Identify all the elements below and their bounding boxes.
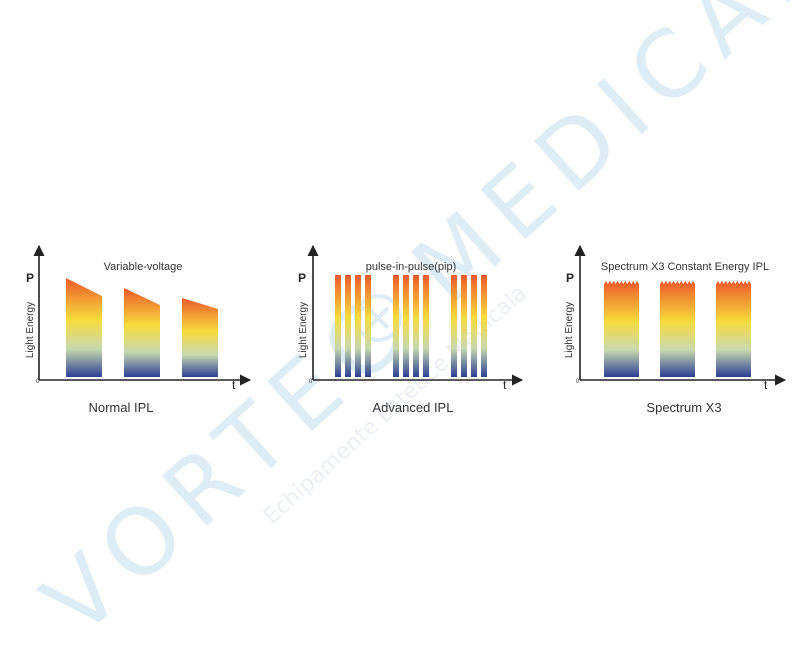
sub-pulse: [335, 275, 341, 377]
y-axis-symbol: P: [26, 271, 34, 285]
sub-pulse: [481, 275, 487, 377]
energy-pulses: [604, 281, 751, 377]
sub-pulse: [461, 275, 467, 377]
x-axis-symbol: t: [503, 378, 507, 392]
sub-pulse: [345, 275, 351, 377]
decaying-pulse: [124, 288, 160, 377]
sub-pulse: [471, 275, 477, 377]
panel-spectrum-x3: P Light Energy 0 t Spectrum X3 Constant …: [564, 244, 787, 415]
constant-pulse: [716, 281, 751, 377]
y-axis-symbol: P: [298, 271, 306, 285]
sub-pulse: [365, 275, 371, 377]
energy-pulses: [335, 275, 487, 377]
chart-caption: Spectrum X3: [646, 400, 721, 415]
sub-pulse: [355, 275, 361, 377]
constant-pulse: [604, 281, 639, 377]
x-axis-symbol: t: [764, 378, 768, 392]
chart-title: Variable-voltage: [104, 261, 183, 273]
sub-pulse: [423, 275, 429, 377]
constant-pulse: [660, 281, 695, 377]
sub-pulse: [393, 275, 399, 377]
sub-pulse: [403, 275, 409, 377]
y-axis-label: Light Energy: [298, 302, 309, 358]
chart-caption: Normal IPL: [88, 400, 153, 415]
sub-pulse: [451, 275, 457, 377]
origin-label: 0: [576, 379, 580, 385]
sub-pulse: [413, 275, 419, 377]
decaying-pulse: [66, 278, 102, 377]
origin-label: 0: [309, 379, 313, 385]
chart-title: pulse-in-pulse(pip): [366, 261, 457, 273]
panel-advanced-ipl: P Light Energy 0 t pulse-in-pulse(pip) A…: [298, 244, 524, 415]
y-axis-label: Light Energy: [564, 302, 575, 358]
x-axis-symbol: t: [232, 378, 236, 392]
chart-title: Spectrum X3 Constant Energy IPL: [601, 261, 769, 273]
y-axis-label: Light Energy: [25, 302, 36, 358]
origin-label: 0: [36, 379, 40, 385]
energy-pulses: [66, 278, 218, 377]
decaying-pulse: [182, 298, 218, 377]
y-axis-symbol: P: [566, 271, 574, 285]
chart-caption: Advanced IPL: [373, 400, 454, 415]
panel-normal-ipl: P Light Energy 0 t Variable-voltage Norm…: [25, 244, 252, 415]
